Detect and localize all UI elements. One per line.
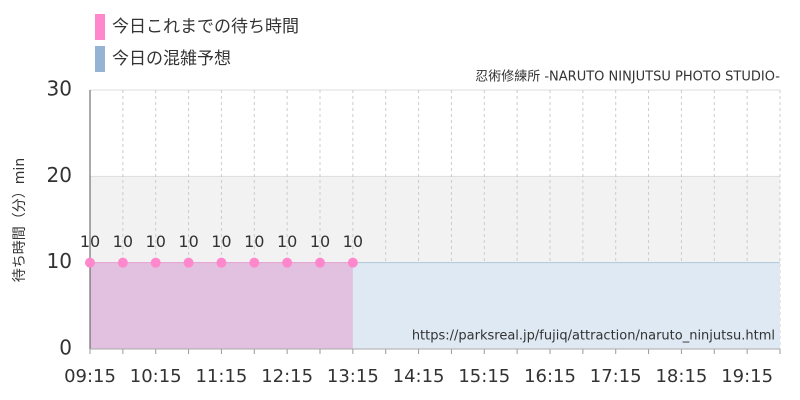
legend-label: 今日の混雑予想 xyxy=(112,49,231,69)
area xyxy=(90,262,353,349)
data-label: 10 xyxy=(310,232,330,251)
point xyxy=(216,257,227,268)
legend-label: 今日これまでの待ち時間 xyxy=(112,17,299,37)
y-tick-label: 20 xyxy=(47,163,72,187)
y-tick-label: 10 xyxy=(47,249,72,273)
legend-swatch xyxy=(95,46,105,72)
point xyxy=(183,257,194,268)
point xyxy=(315,257,325,268)
point xyxy=(117,257,128,268)
point xyxy=(347,257,358,268)
x-tick-label: 19:15 xyxy=(721,366,773,387)
x-tick-label: 16:15 xyxy=(524,366,576,387)
data-label: 10 xyxy=(178,232,198,251)
x-tick-label: 12:15 xyxy=(261,366,313,387)
band xyxy=(90,176,780,263)
y-tick-label: 0 xyxy=(59,336,72,360)
x-tick-label: 17:15 xyxy=(590,366,642,387)
legend-swatch xyxy=(95,14,105,40)
x-tick-label: 09:15 xyxy=(64,366,116,387)
y-axis-label: 待ち時間（分）min xyxy=(12,158,28,282)
data-label: 10 xyxy=(244,232,264,251)
data-label: 10 xyxy=(80,232,100,251)
annotation: https://parksreal.jp/fujiq/attraction/na… xyxy=(412,329,775,344)
data-label: 10 xyxy=(146,232,166,251)
point xyxy=(85,257,95,268)
data-label: 10 xyxy=(211,232,231,251)
point xyxy=(282,257,293,268)
data-label: 10 xyxy=(277,232,297,251)
x-tick-label: 18:15 xyxy=(655,366,707,387)
chart-subtitle: 忍術修練所 -NARUTO NINJUTSU PHOTO STUDIO- xyxy=(475,70,780,85)
x-tick-label: 15:15 xyxy=(458,366,510,387)
data-label: 10 xyxy=(113,232,133,251)
data-label: 10 xyxy=(343,232,363,251)
point xyxy=(150,257,161,268)
x-tick-label: 13:15 xyxy=(327,366,379,387)
point xyxy=(249,257,260,268)
x-tick-label: 11:15 xyxy=(195,366,247,387)
y-tick-label: 30 xyxy=(47,77,72,101)
x-tick-label: 10:15 xyxy=(130,366,182,387)
x-tick-label: 14:15 xyxy=(393,366,445,387)
